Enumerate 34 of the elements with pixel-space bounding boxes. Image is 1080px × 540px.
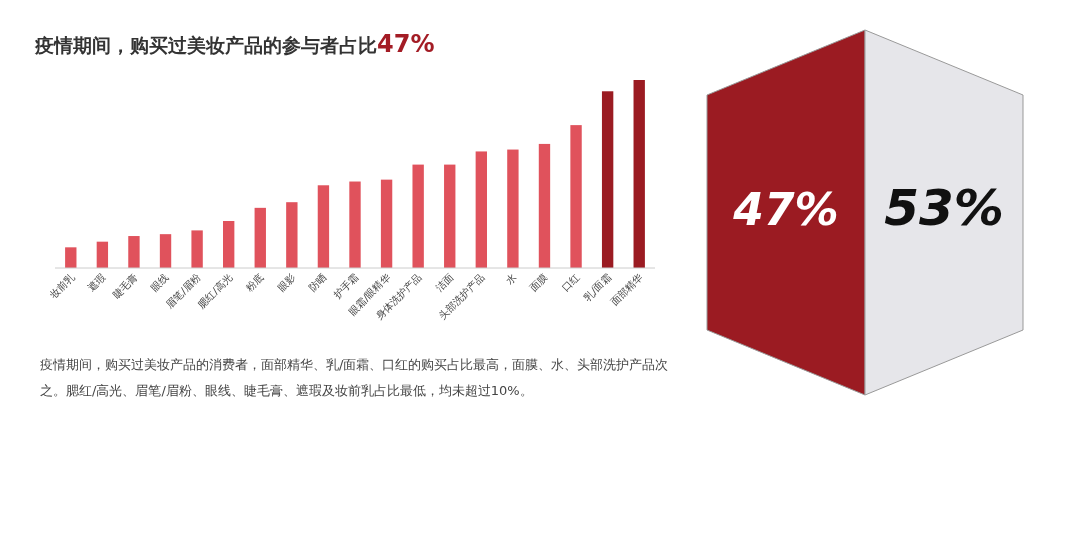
x-tick-label: 水 — [503, 271, 519, 287]
x-tick-label: 眼线 — [149, 271, 171, 294]
bar — [412, 164, 424, 268]
bar — [96, 241, 109, 268]
bar — [223, 221, 235, 268]
x-tick-label: 妆前乳 — [47, 271, 77, 301]
x-tick-label: 眼影 — [275, 271, 298, 294]
x-tick-label: 睫毛膏 — [110, 271, 140, 301]
x-tick-label: 面膜 — [527, 271, 550, 294]
bar — [349, 181, 361, 268]
bar — [570, 125, 582, 268]
bar — [380, 179, 393, 268]
bar — [317, 185, 330, 268]
chart-title: 疫情期间，购买过美妆产品的参与者占比47% — [34, 30, 435, 58]
bar — [601, 91, 614, 268]
x-tick-label: 遮瑕 — [85, 271, 108, 294]
bar — [128, 236, 140, 268]
x-tick-label: 洁面 — [433, 271, 456, 294]
text: 疫情期间，购买过美妆产品的消费者，面部精华、乳/面霜、口红的购买占比最高，面膜、水、头部洗护产品次之。腮红/高光、眉笔/眉粉、眼线、睫毛膏、遮瑕及妆前乳占比最低，均未超过10%。 — [40, 356, 670, 400]
bar — [475, 151, 487, 268]
text: 53% — [884, 179, 1004, 237]
x-tick-label: 口红 — [559, 271, 582, 294]
bar — [191, 230, 203, 268]
bar — [507, 149, 519, 268]
bar — [254, 207, 266, 268]
text: 47% — [732, 184, 839, 235]
bar — [538, 143, 551, 268]
x-tick-label: 粉底 — [243, 271, 266, 294]
bar — [633, 80, 645, 268]
bar — [159, 234, 172, 268]
bar — [286, 202, 298, 268]
bar — [65, 247, 77, 268]
bar — [444, 164, 456, 268]
x-tick-label: 防晒 — [306, 271, 329, 294]
